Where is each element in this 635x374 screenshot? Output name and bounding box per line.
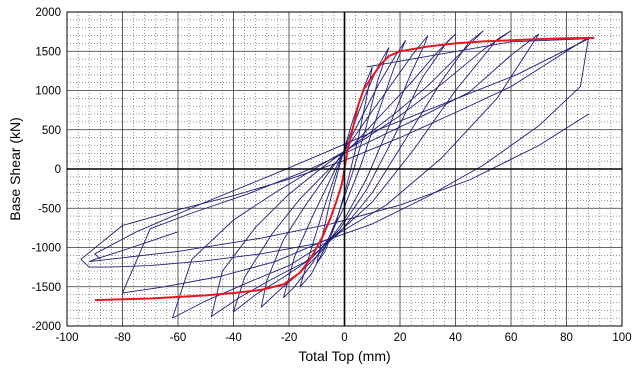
- y-tick-label: 2000: [35, 7, 61, 19]
- x-tick-label: -20: [281, 332, 298, 344]
- zero-axes: [67, 12, 622, 326]
- hysteresis-loop: [88, 113, 589, 263]
- series-layer: [80, 30, 595, 319]
- x-tick-label: 60: [505, 332, 518, 344]
- y-tick-label: 500: [42, 125, 61, 137]
- envelope-curve: [94, 36, 595, 302]
- x-tick-label: 0: [341, 332, 347, 344]
- y-tick-label: -2000: [32, 321, 61, 333]
- x-tick-label: -60: [170, 332, 187, 344]
- x-tick-label: 100: [612, 332, 631, 344]
- hysteresis-loop: [122, 33, 540, 294]
- y-tick-label: -1500: [32, 282, 61, 294]
- hysteresis-loop: [316, 66, 373, 264]
- y-tick-label: -500: [38, 203, 61, 215]
- plot-frame: [66, 11, 623, 327]
- hysteresis-loop: [80, 36, 590, 268]
- x-tick-label: 80: [560, 332, 573, 344]
- y-tick-label: 0: [55, 164, 61, 176]
- y-tick-label: 1000: [35, 86, 61, 98]
- x-tick-label: -40: [225, 332, 242, 344]
- hysteresis-loop: [233, 33, 456, 313]
- hysteresis-loop: [94, 38, 590, 260]
- x-axis-title: Total Top (mm): [298, 348, 390, 364]
- x-tick-label: -80: [114, 332, 131, 344]
- tick-labels: -100 -80 -60 -40 -20 0 20 40 60 80 100 -2000 -1500 -1…: [32, 7, 632, 344]
- hysteresis-loop: [171, 30, 512, 319]
- hysteresis-loop: [260, 35, 429, 308]
- x-tick-label: 40: [449, 332, 462, 344]
- x-tick-label: 20: [394, 332, 407, 344]
- y-tick-label: 1500: [35, 46, 61, 58]
- x-tick-label: -100: [55, 332, 78, 344]
- hysteresis-loop: [283, 40, 407, 299]
- hysteresis-loop: [299, 47, 390, 288]
- y-axis-title: Base Shear (kN): [7, 117, 23, 220]
- y-tick-label: -1000: [32, 243, 61, 255]
